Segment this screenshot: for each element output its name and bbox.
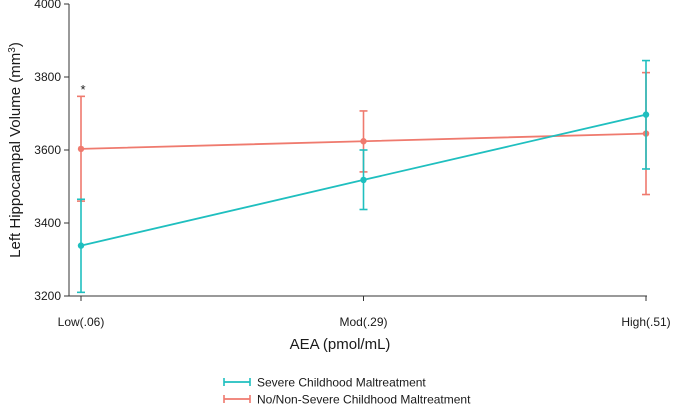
- data-point: [77, 145, 85, 153]
- data-point: [360, 138, 367, 145]
- y-tick-label: 3800: [34, 70, 61, 84]
- legend-label: No/Non-Severe Childhood Maltreatment: [257, 393, 471, 407]
- plot-area: *: [77, 59, 650, 294]
- y-tick-label: 3200: [34, 289, 61, 303]
- y-axis-title-main: Left Hippocampal Volume (mm: [7, 53, 24, 258]
- y-tick-label: 3600: [34, 143, 61, 157]
- y-axis-title-superscript: 3: [7, 47, 18, 53]
- legend: Severe Childhood Maltreatment No/Non-Seve…: [223, 376, 471, 407]
- legend-item: No/Non-Severe Childhood Maltreatment: [223, 393, 471, 407]
- legend-label: Severe Childhood Maltreatment: [257, 376, 426, 390]
- x-tick-label: High(.51): [621, 315, 670, 329]
- significance-marker: *: [80, 82, 85, 97]
- data-point: [360, 176, 367, 184]
- axes: 3200 3400 3600 3800 4000 Low(.06) Mod(.29) High…: [7, 0, 671, 353]
- x-tick-label: Low(.06): [58, 315, 105, 329]
- y-axis-title-close: ): [7, 42, 24, 47]
- x-axis-title: AEA (pmol/mL): [290, 336, 391, 353]
- y-tick-label: 4000: [34, 0, 61, 11]
- series-0: [77, 59, 650, 294]
- x-tick-label: Mod(.29): [339, 315, 387, 329]
- legend-item: Severe Childhood Maltreatment: [223, 376, 426, 390]
- y-axis-title: Left Hippocampal Volume (mm3): [7, 42, 25, 258]
- data-point: [642, 111, 650, 118]
- y-tick-label: 3400: [34, 216, 61, 230]
- data-point: [77, 242, 85, 249]
